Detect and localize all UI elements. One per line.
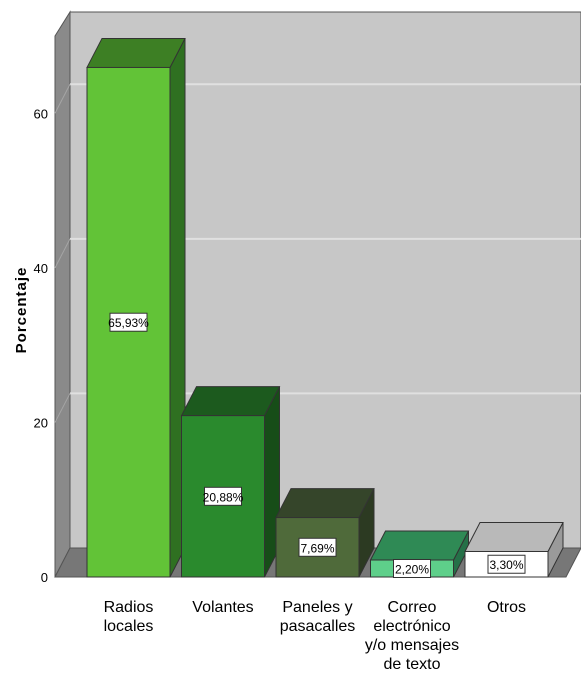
bar-top [464,521,564,552]
y-tick-label: 40 [34,261,48,276]
y-tick-label: 60 [34,106,48,121]
category-label: Paneles y [282,599,352,616]
bar-top [86,37,186,68]
y-axis-label: Porcentaje [13,267,30,354]
data-label-box [298,537,337,557]
gridline-side [54,393,71,423]
data-label-box [487,554,526,574]
bar: 20,88% [180,386,281,578]
y-tick-label: 20 [34,415,48,430]
bars: 65,93% 20,88% 7,69% 2,20% 3,30% [86,37,564,578]
category-label: pasacalles [280,618,356,635]
data-label: 2,20% [395,562,429,576]
category-label: Correo [388,599,437,616]
category-label: Otros [487,599,526,616]
data-label: 7,69% [300,541,334,555]
category-label: electrónico [373,618,450,635]
bar: 2,20% [369,530,470,578]
y-axis: 0 20 40 60 [34,106,48,585]
bar: 3,30% [464,521,564,578]
gridline-side [54,84,71,114]
x-axis-labels: Radios locales Volantes Paneles y pasacalles… [104,599,526,673]
category-label: Volantes [192,599,253,616]
bar: 65,93% [86,37,186,578]
data-label-box [109,312,148,332]
data-label: 3,30% [489,558,523,572]
bar-top [180,386,281,417]
bar-top [369,530,470,561]
data-label: 20,88% [203,490,244,504]
data-label-box [393,558,431,578]
category-label: y/o mensajes [365,637,459,654]
data-label-box [204,486,242,506]
category-label: Radios [104,599,154,616]
category-label: de texto [384,656,441,673]
gridline-side [54,238,71,269]
bar: 7,69% [275,488,375,578]
side-wall [54,10,71,578]
data-label: 65,93% [108,316,149,330]
y-tick-label: 0 [41,570,48,585]
category-label: locales [104,618,154,635]
bar-top [275,488,375,519]
